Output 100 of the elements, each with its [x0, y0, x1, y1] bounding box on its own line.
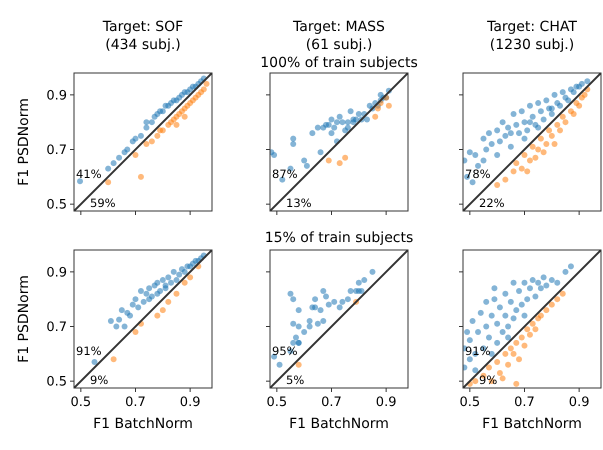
- point: [304, 162, 310, 169]
- point: [560, 114, 566, 120]
- point: [160, 108, 166, 114]
- point: [336, 160, 343, 166]
- point: [182, 280, 188, 286]
- point: [518, 302, 525, 308]
- point: [344, 124, 351, 131]
- point: [570, 110, 577, 117]
- point: [486, 364, 492, 371]
- point: [472, 378, 478, 384]
- point: [560, 89, 566, 96]
- point: [173, 290, 180, 297]
- point: [320, 318, 326, 324]
- x-tick-label: 0.5: [459, 395, 480, 410]
- point: [306, 318, 313, 324]
- point: [518, 108, 525, 114]
- point: [521, 136, 528, 142]
- point: [301, 328, 308, 335]
- point: [480, 136, 486, 142]
- point: [124, 146, 130, 153]
- point: [505, 124, 512, 131]
- point: [521, 152, 528, 158]
- x-axis-title: F1 BatchNorm: [93, 416, 193, 432]
- point: [494, 152, 500, 158]
- point: [116, 154, 122, 161]
- point: [334, 119, 340, 126]
- point: [472, 152, 478, 158]
- point: [582, 92, 588, 98]
- point: [162, 285, 169, 292]
- point: [356, 110, 362, 117]
- point: [540, 274, 547, 280]
- point: [535, 124, 542, 131]
- point: [160, 277, 166, 284]
- point: [470, 318, 476, 324]
- point: [502, 176, 508, 183]
- point: [483, 324, 490, 330]
- point: [535, 100, 542, 106]
- point: [361, 277, 368, 284]
- point: [548, 110, 555, 117]
- point: [552, 141, 558, 148]
- point: [312, 304, 318, 310]
- x-tick-label: 0.7: [321, 395, 342, 410]
- point: [130, 302, 136, 308]
- point: [540, 149, 547, 156]
- point: [568, 263, 574, 270]
- point: [521, 342, 528, 349]
- point: [500, 328, 506, 335]
- point: [510, 280, 517, 286]
- point: [526, 102, 533, 109]
- point: [148, 138, 155, 144]
- point: [543, 97, 550, 104]
- point: [538, 136, 544, 142]
- point: [538, 312, 544, 319]
- chart-title: 15% of train subjects: [264, 230, 414, 246]
- point: [508, 144, 514, 150]
- point: [562, 119, 568, 126]
- point: [491, 296, 498, 302]
- point: [290, 136, 296, 142]
- point: [496, 138, 503, 144]
- point: [143, 141, 150, 148]
- point: [154, 312, 160, 319]
- point: [318, 307, 324, 314]
- point: [138, 174, 144, 180]
- x-tick-label: 0.5: [70, 395, 92, 410]
- point: [154, 132, 160, 139]
- point: [356, 280, 362, 286]
- point: [176, 272, 182, 278]
- x-axis-title: F1 BatchNorm: [289, 416, 389, 432]
- point: [138, 132, 144, 139]
- point: [386, 102, 392, 109]
- y-axis-title: F1 PSDNorm: [16, 98, 32, 186]
- point: [464, 328, 470, 335]
- point: [491, 285, 498, 292]
- point: [540, 116, 547, 122]
- point: [530, 144, 536, 150]
- y-axis-title: F1 PSDNorm: [16, 275, 32, 363]
- point: [502, 290, 508, 297]
- y-tick-label: 0.5: [46, 374, 67, 390]
- point: [154, 290, 160, 297]
- y-tick-label: 0.9: [46, 88, 67, 104]
- point: [513, 380, 520, 387]
- point: [557, 127, 564, 134]
- annotation: 91%: [465, 344, 491, 358]
- point: [77, 178, 84, 184]
- point: [532, 154, 538, 161]
- point: [494, 320, 500, 327]
- point: [548, 302, 555, 308]
- annotation: 22%: [479, 196, 505, 210]
- point: [143, 124, 150, 131]
- point: [309, 130, 316, 136]
- point: [374, 106, 381, 112]
- point: [132, 136, 138, 142]
- point: [105, 166, 112, 172]
- point: [110, 356, 117, 362]
- x-tick-label: 0.9: [180, 395, 200, 410]
- point: [116, 316, 122, 323]
- point: [344, 119, 351, 126]
- point: [516, 130, 522, 136]
- point: [143, 119, 150, 126]
- point: [173, 122, 180, 128]
